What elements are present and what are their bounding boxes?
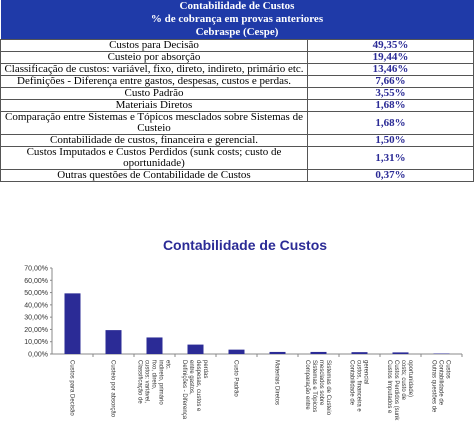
bar <box>228 349 245 354</box>
bar <box>105 330 122 354</box>
label-cell: Materiais Diretos <box>0 99 308 112</box>
y-tick-label: 0,00% <box>28 352 48 359</box>
label-cell: Classificação de custos: variável, fixo,… <box>0 63 308 76</box>
value-cell: 3,55% <box>307 87 474 100</box>
value-cell: 0,37% <box>307 169 474 182</box>
value-cell: 7,66% <box>307 75 474 88</box>
x-tick-label: Definições - Diferençaentre gastos,despe… <box>181 360 208 420</box>
y-tick-label: 70,00% <box>24 266 48 273</box>
table-row: Outras questões de Contabilidade de Cust… <box>0 169 474 182</box>
bar <box>392 352 409 354</box>
bar <box>351 352 368 354</box>
label-cell: Definições - Diferença entre gastos, des… <box>0 75 308 88</box>
y-tick-label: 50,00% <box>24 290 48 297</box>
table-row: Comparação entre Sistemas e Tópicos mesc… <box>0 111 474 135</box>
header-row: Cebraspe (Cespe) <box>0 26 474 40</box>
x-tick-label: Custos para Decisão <box>69 360 75 416</box>
header-row: % de cobrança em provas anteriores <box>0 13 474 26</box>
bar <box>310 351 327 354</box>
header-row: Contabilidade de Custos <box>0 0 474 13</box>
x-tick-label: Custo Padrão <box>233 360 239 397</box>
label-cell: Custo Padrão <box>0 87 308 100</box>
x-tick-label: Comparação entreSistemas e Tópicosmescla… <box>304 360 331 416</box>
label-cell: Outras questões de Contabilidade de Cust… <box>0 169 308 182</box>
table-row: Custo Padrão 3,55% <box>0 87 474 100</box>
value-cell: 49,35% <box>307 39 474 52</box>
header-title: Contabilidade de Custos <box>0 0 474 13</box>
x-tick-label: Materiais Diretos <box>274 360 280 405</box>
table-row: Custos Imputados e Custos Perdidos (sunk… <box>0 146 474 170</box>
label-cell: Custeio por absorção <box>0 51 308 64</box>
x-tick-label: Outras questões deContabilidade deCustos <box>431 360 451 413</box>
label-cell: Custos para Decisão <box>0 39 308 52</box>
y-tick-label: 60,00% <box>24 278 48 285</box>
table-row: Custos para Decisão 49,35% <box>0 39 474 52</box>
chart-title: Contabilidade de Custos <box>163 237 327 253</box>
table-body: Contabilidade de Custos % de cobrança em… <box>0 0 474 182</box>
value-cell: 1,31% <box>307 146 474 170</box>
value-cell: 1,68% <box>307 99 474 112</box>
value-cell: 1,68% <box>307 111 474 135</box>
x-tick-label: Custos Imputados eCustos Perdidos (sunkc… <box>386 360 413 421</box>
chart: Contabilidade de Custos 0,00% 10,00% 20,00… <box>24 237 463 421</box>
label-cell: Contabilidade de custos, financeira e ge… <box>0 134 308 147</box>
x-tick-label: Contabilidade decustos, financeira egere… <box>349 360 369 412</box>
value-cell: 13,46% <box>307 63 474 76</box>
table-row: Contabilidade de custos, financeira e ge… <box>0 134 474 147</box>
table-row: Custeio por absorção 19,44% <box>0 51 474 64</box>
value-cell: 19,44% <box>307 51 474 64</box>
y-tick-label: 30,00% <box>24 315 48 322</box>
table-row: Materiais Diretos 1,68% <box>0 99 474 112</box>
bar <box>187 344 204 354</box>
table: Contabilidade de Custos % de cobrança em… <box>0 0 474 182</box>
table-row: Classificação de custos: variável, fixo,… <box>0 63 474 76</box>
label-cell: Comparação entre Sistemas e Tópicos mesc… <box>0 111 308 135</box>
y-tick-label: 40,00% <box>24 302 48 309</box>
y-tick-label: 20,00% <box>24 327 48 334</box>
header-subtitle: % de cobrança em provas anteriores <box>0 13 474 26</box>
label-cell: Custos Imputados e Custos Perdidos (sunk… <box>0 146 308 170</box>
x-tick-label: Classificação decustos: variável,fixo, d… <box>137 360 171 405</box>
bar <box>146 337 163 354</box>
value-cell: 1,50% <box>307 134 474 147</box>
table-row: Definições - Diferença entre gastos, des… <box>0 75 474 88</box>
bar <box>64 293 81 354</box>
y-tick-label: 10,00% <box>24 339 48 346</box>
header-source: Cebraspe (Cespe) <box>0 26 474 40</box>
bar <box>269 351 286 354</box>
x-tick-label: Custeio por absorção <box>110 360 116 418</box>
